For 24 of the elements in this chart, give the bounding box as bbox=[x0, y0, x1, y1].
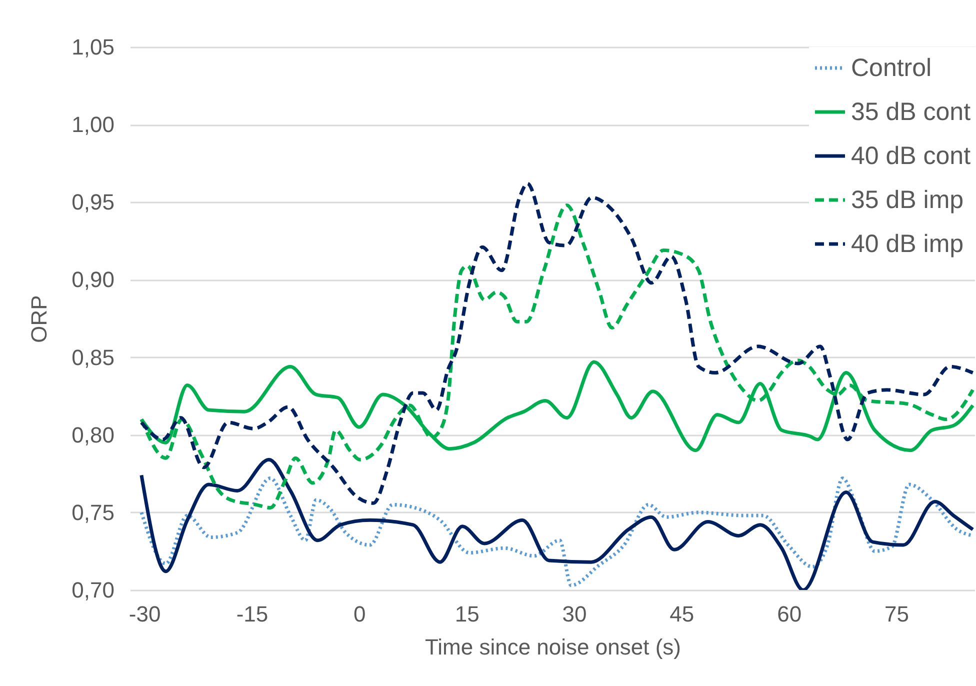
x-tick-label: -30 bbox=[128, 602, 161, 626]
y-tick-label: 0,95 bbox=[72, 190, 114, 215]
legend-label: 35 dB imp bbox=[851, 186, 964, 214]
x-tick-label: 30 bbox=[562, 602, 587, 626]
y-tick-label: 1,05 bbox=[72, 34, 114, 60]
y-tick-label: 1,00 bbox=[72, 112, 114, 138]
line-series bbox=[140, 458, 975, 590]
y-tick-label: 0,75 bbox=[72, 500, 114, 525]
y-tick-label: 0,90 bbox=[72, 267, 114, 292]
legend-label: 40 dB cont bbox=[851, 142, 971, 170]
legend-label: 40 dB imp bbox=[851, 230, 964, 258]
y-tick-label: 0,70 bbox=[72, 578, 114, 602]
y-axis-title: ORP bbox=[26, 295, 52, 343]
x-tick-label: -15 bbox=[236, 602, 268, 626]
x-axis-title: Time since noise onset (s) bbox=[425, 634, 681, 660]
x-tick-label: 0 bbox=[354, 602, 366, 626]
x-tick-label: 75 bbox=[884, 602, 909, 626]
legend-label: 35 dB cont bbox=[851, 98, 971, 126]
y-tick-label: 0,80 bbox=[72, 422, 114, 448]
legend-label: Control bbox=[851, 54, 932, 82]
x-tick-label: 60 bbox=[777, 602, 802, 626]
x-tick-label: 15 bbox=[454, 602, 480, 626]
y-tick-label: 0,85 bbox=[72, 344, 114, 370]
x-tick-label: 45 bbox=[670, 602, 694, 626]
